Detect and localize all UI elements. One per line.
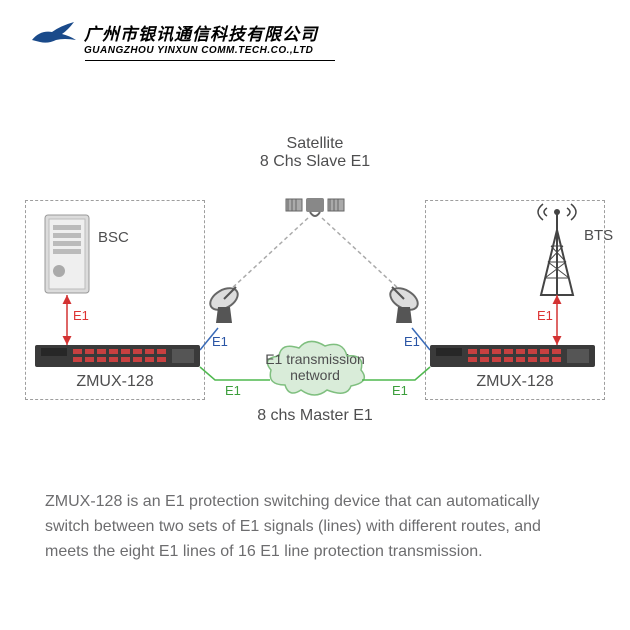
right-rack-icon — [430, 345, 595, 367]
description-text: ZMUX-128 is an E1 protection switching d… — [45, 490, 585, 564]
left-dish-icon — [205, 282, 243, 323]
e1-green-left: E1 — [225, 383, 241, 398]
diagram-svg: E1 E1 BSC BTS E1 E1 — [0, 140, 630, 470]
bsc-label: BSC — [98, 229, 129, 246]
bird-logo — [30, 18, 78, 58]
satellite-icon — [286, 198, 344, 216]
right-dish-icon — [385, 282, 423, 323]
header: 广州市银讯通信科技有限公司 GUANGZHOU YINXUN COMM.TECH… — [30, 18, 318, 58]
e1-blue-right: E1 — [404, 334, 420, 349]
network-diagram: Satellite 8 Chs Slave E1 ZMUX-128 ZMUX-1… — [0, 140, 630, 470]
e1-green-right: E1 — [392, 383, 408, 398]
company-text: 广州市银讯通信科技有限公司 GUANGZHOU YINXUN COMM.TECH… — [84, 20, 318, 56]
bts-tower-icon — [538, 204, 576, 295]
cloud-text2: netword — [290, 367, 340, 383]
company-name-chinese: 广州市银讯通信科技有限公司 — [84, 20, 318, 45]
bts-label: BTS — [584, 227, 613, 244]
e1-blue-left: E1 — [212, 334, 228, 349]
e1-red-right: E1 — [537, 308, 553, 323]
bsc-icon — [45, 215, 89, 293]
cloud-text1: E1 transmission — [265, 351, 365, 367]
master-title: 8 chs Master E1 — [257, 407, 373, 424]
company-name-english: GUANGZHOU YINXUN COMM.TECH.CO.,LTD — [84, 45, 318, 56]
header-divider — [85, 60, 335, 61]
e1-red-left: E1 — [73, 308, 89, 323]
left-rack-icon — [35, 345, 200, 367]
